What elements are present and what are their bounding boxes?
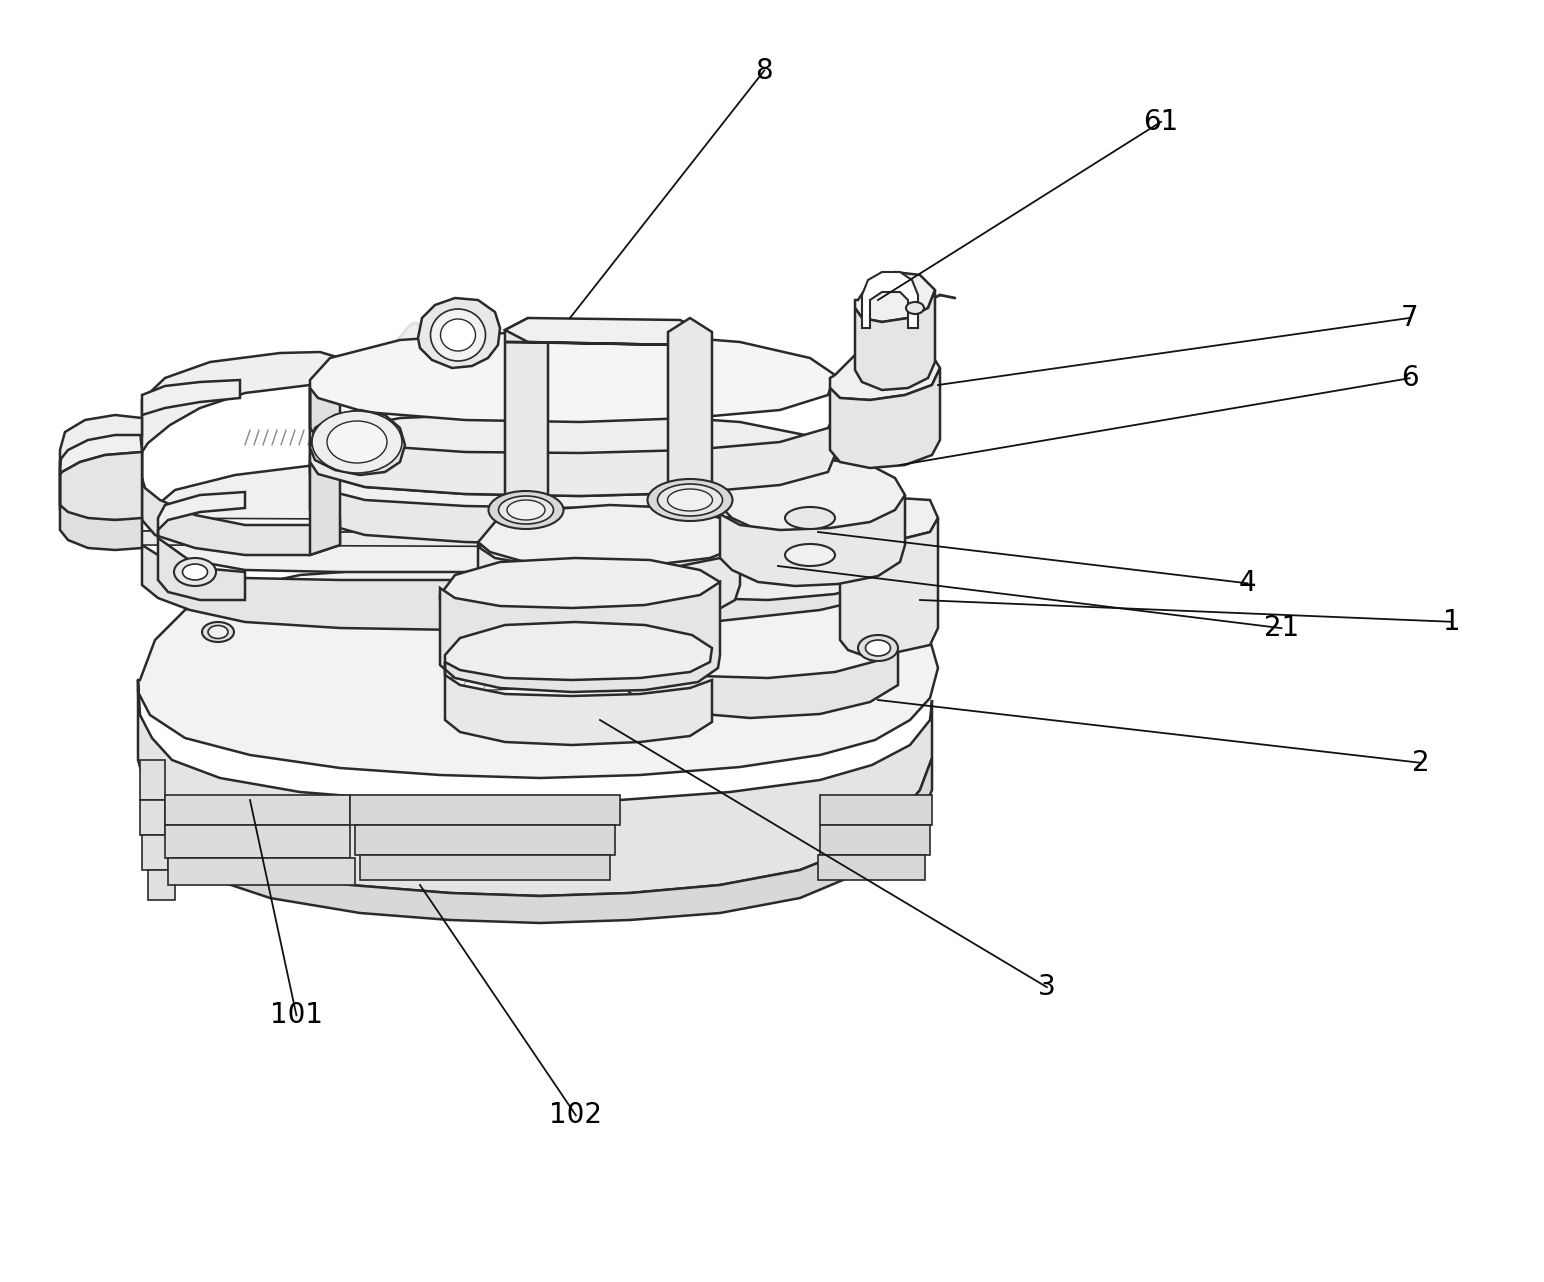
Polygon shape xyxy=(141,760,165,800)
Polygon shape xyxy=(137,679,933,896)
Polygon shape xyxy=(148,758,933,923)
Text: 61: 61 xyxy=(1144,108,1178,136)
Polygon shape xyxy=(168,858,355,885)
Ellipse shape xyxy=(312,412,401,473)
Polygon shape xyxy=(142,531,909,547)
Polygon shape xyxy=(165,826,350,858)
Polygon shape xyxy=(479,505,740,565)
Polygon shape xyxy=(720,460,905,535)
Polygon shape xyxy=(60,415,142,460)
Polygon shape xyxy=(445,662,712,745)
Polygon shape xyxy=(148,870,174,900)
Polygon shape xyxy=(142,835,168,870)
Text: 101: 101 xyxy=(270,1001,323,1029)
Polygon shape xyxy=(142,529,909,629)
Polygon shape xyxy=(310,388,835,496)
Polygon shape xyxy=(310,462,838,545)
Polygon shape xyxy=(505,318,706,345)
Ellipse shape xyxy=(174,558,216,586)
Polygon shape xyxy=(142,379,239,415)
Polygon shape xyxy=(855,272,936,322)
Polygon shape xyxy=(479,542,740,622)
Polygon shape xyxy=(831,347,940,400)
Polygon shape xyxy=(418,297,500,368)
Polygon shape xyxy=(60,453,142,520)
Ellipse shape xyxy=(431,309,485,362)
Text: 8: 8 xyxy=(755,56,774,85)
Ellipse shape xyxy=(858,635,899,662)
Polygon shape xyxy=(840,518,939,658)
Polygon shape xyxy=(840,497,939,544)
Ellipse shape xyxy=(327,420,388,463)
Polygon shape xyxy=(137,565,939,778)
Polygon shape xyxy=(142,456,909,572)
Polygon shape xyxy=(60,429,142,476)
Polygon shape xyxy=(818,855,925,879)
Polygon shape xyxy=(157,492,245,529)
Ellipse shape xyxy=(906,303,923,314)
Polygon shape xyxy=(310,410,405,476)
Polygon shape xyxy=(440,558,720,620)
Text: 7: 7 xyxy=(1400,304,1419,332)
Polygon shape xyxy=(820,795,933,826)
Polygon shape xyxy=(618,515,899,600)
Ellipse shape xyxy=(440,319,476,351)
Polygon shape xyxy=(669,318,712,512)
Ellipse shape xyxy=(784,544,835,565)
Ellipse shape xyxy=(506,500,545,520)
Polygon shape xyxy=(505,318,548,512)
Ellipse shape xyxy=(208,626,229,638)
Polygon shape xyxy=(165,795,350,826)
Text: 1: 1 xyxy=(1442,608,1461,636)
Text: 102: 102 xyxy=(550,1101,602,1129)
Polygon shape xyxy=(355,826,615,855)
Polygon shape xyxy=(142,453,340,555)
Polygon shape xyxy=(60,460,142,550)
Polygon shape xyxy=(862,272,919,328)
Ellipse shape xyxy=(202,622,235,642)
Polygon shape xyxy=(831,368,940,468)
Text: 6: 6 xyxy=(1400,364,1419,392)
Ellipse shape xyxy=(658,485,723,515)
Polygon shape xyxy=(820,826,929,855)
Polygon shape xyxy=(360,855,610,879)
Polygon shape xyxy=(445,622,712,679)
Polygon shape xyxy=(141,800,165,835)
Polygon shape xyxy=(618,562,899,718)
Text: 21: 21 xyxy=(1265,614,1299,642)
Ellipse shape xyxy=(499,496,553,524)
Ellipse shape xyxy=(866,640,891,656)
Ellipse shape xyxy=(647,479,732,520)
Polygon shape xyxy=(440,582,720,692)
Ellipse shape xyxy=(784,506,835,529)
Polygon shape xyxy=(720,495,905,586)
Polygon shape xyxy=(142,518,909,535)
Polygon shape xyxy=(350,795,621,826)
Polygon shape xyxy=(157,529,245,600)
Polygon shape xyxy=(310,358,340,555)
Polygon shape xyxy=(855,290,936,390)
Polygon shape xyxy=(142,353,340,453)
Polygon shape xyxy=(505,332,706,358)
Text: 2: 2 xyxy=(1411,749,1430,777)
Polygon shape xyxy=(310,413,838,496)
Text: 3: 3 xyxy=(1038,973,1056,1001)
Text: 4: 4 xyxy=(1238,569,1257,597)
Polygon shape xyxy=(310,332,835,422)
Ellipse shape xyxy=(488,491,564,529)
Ellipse shape xyxy=(182,564,207,579)
Ellipse shape xyxy=(667,488,712,512)
